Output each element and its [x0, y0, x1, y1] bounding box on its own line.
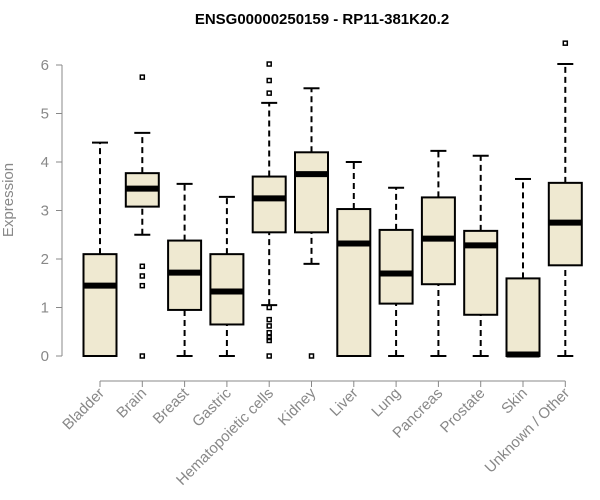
iqr-box — [251, 175, 287, 234]
y-tick-label: 0 — [41, 348, 49, 365]
y-tick-label: 4 — [41, 154, 49, 171]
outlier-point — [266, 77, 272, 84]
outlier-point — [266, 304, 272, 311]
iqr-box — [82, 253, 118, 357]
outlier-point — [139, 263, 146, 270]
outlier-point — [139, 74, 146, 80]
x-tick-label: Brain — [113, 385, 150, 422]
x-tick-label: Liver — [327, 385, 362, 420]
box-kidney — [294, 87, 329, 359]
outlier-point — [266, 61, 272, 67]
iqr-box — [336, 208, 372, 357]
box-hematopoietic-cells — [251, 61, 287, 359]
y-tick-label: 5 — [41, 106, 49, 123]
outlier-point — [266, 337, 272, 344]
x-tick-label: Breast — [150, 384, 193, 427]
box-breast — [167, 182, 203, 357]
box-unknown-other — [547, 40, 583, 357]
outlier-point — [562, 40, 569, 46]
y-tick-label: 2 — [41, 251, 49, 268]
box-skin — [505, 177, 541, 358]
outlier-point — [266, 353, 272, 359]
outlier-point — [308, 353, 315, 359]
iqr-box — [505, 277, 541, 357]
y-tick-label: 1 — [41, 300, 49, 317]
x-tick-label: Bladder — [59, 385, 108, 434]
y-tick-label: 3 — [41, 203, 49, 220]
chart-title: ENSG00000250159 - RP11-381K20.2 — [195, 11, 449, 28]
x-tick-label: Kidney — [275, 384, 320, 429]
outlier-point — [266, 90, 272, 96]
x-tick-label: Prostate — [437, 385, 489, 437]
outlier-point — [139, 273, 146, 279]
iqr-box — [294, 151, 329, 234]
y-axis-label: Expression — [0, 163, 17, 237]
box-gastric — [209, 195, 245, 357]
box-bladder — [82, 141, 118, 357]
iqr-box — [378, 228, 414, 305]
outlier-point — [139, 353, 146, 359]
box-prostate — [463, 154, 499, 357]
x-tick-label: Skin — [498, 385, 531, 418]
plot-area — [82, 40, 583, 359]
y-axis: 0 1 2 3 4 5 6 — [41, 57, 63, 365]
box-brain — [124, 74, 160, 359]
outlier-point — [139, 282, 146, 289]
box-pancreas — [420, 149, 456, 357]
outlier-point — [266, 329, 272, 336]
x-tick-label: Lung — [368, 385, 404, 421]
box-liver — [336, 161, 372, 357]
y-tick-label: 6 — [41, 57, 49, 74]
outlier-point — [266, 316, 272, 323]
box-lung — [378, 186, 414, 357]
outlier-point — [266, 323, 272, 329]
outlier-point — [266, 334, 272, 341]
